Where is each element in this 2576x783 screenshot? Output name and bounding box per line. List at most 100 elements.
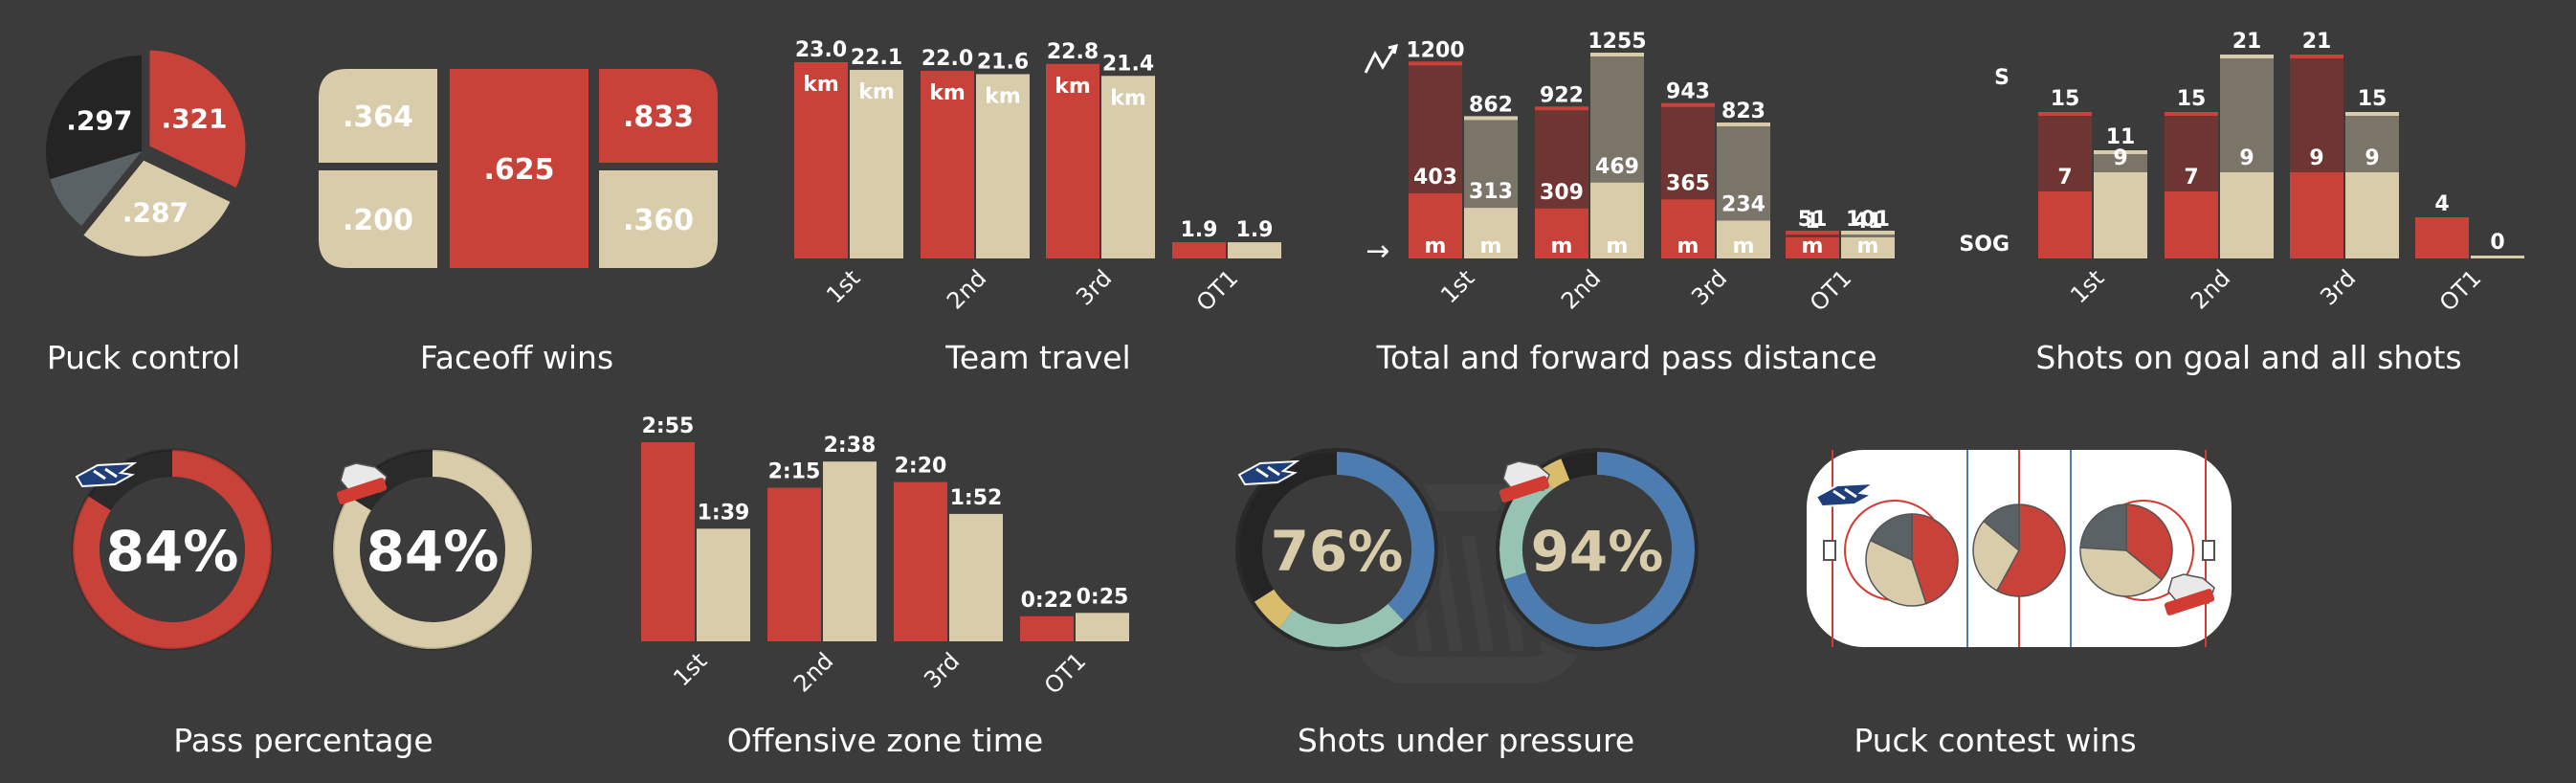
pass-unit-3-0: m	[1802, 235, 1824, 258]
pass-unit-1-0: m	[1551, 235, 1573, 258]
pass-arrow-icon	[1364, 43, 1399, 74]
pass-total-cap-3-1	[1841, 231, 1895, 235]
puck-control-slice-1	[83, 160, 231, 257]
pass-forward-bar-3-0	[1786, 237, 1839, 258]
pass-forward-bar-1-1	[1590, 182, 1644, 258]
ozone-bar-1-0	[767, 487, 821, 641]
ozone-bar-2-0	[894, 481, 947, 641]
pass-forward-value-3-1: 41	[1854, 210, 1883, 234]
shots-sog-bar-1-1	[2220, 172, 2274, 258]
ozone-tick-2: 3rd	[919, 647, 965, 693]
pressure-seg-0-1	[1279, 603, 1404, 647]
shots-sog-value-0-1: 9	[2113, 146, 2127, 170]
ozone-bar-0-1	[697, 528, 750, 641]
faceoff-label-0: .364	[343, 101, 413, 134]
icetigers-logo-1	[336, 462, 388, 504]
shots-all-cap-0-0	[2038, 112, 2092, 116]
contest-pie-0-slice-2	[1869, 513, 1913, 562]
team-travel-bar-3-1	[1228, 242, 1281, 258]
pass-ring-arc-0	[73, 450, 272, 649]
shots-all-cap-3-0	[2415, 217, 2469, 221]
faceoff-cell-2	[450, 69, 588, 268]
contest-pie-2-slice-1	[2079, 547, 2164, 597]
pass-ring-edge-1	[331, 448, 534, 651]
pass-total-cap-3-0	[1786, 231, 1839, 235]
ozone-tick-3: OT1	[1039, 647, 1091, 699]
pass-total-value-1-1: 1255	[1588, 30, 1646, 54]
pass-ring-edge-0	[71, 448, 274, 651]
pass-total-value-3-0: 51	[1798, 208, 1828, 232]
puck-control-label-3: .297	[66, 104, 132, 136]
wild-wings-logo-shape	[1237, 459, 1300, 486]
pass-unit-3-1: m	[1857, 235, 1879, 258]
shots-sog-bar-3-0	[2415, 220, 2469, 258]
caption-puck-contest-wins: Puck contest wins	[1854, 722, 2136, 759]
pass-forward-bar-0-1	[1464, 208, 1518, 258]
team-travel-bar-1-1	[976, 74, 1030, 258]
wild-wings-logo-mark	[1255, 465, 1280, 479]
pressure-seg-0-0	[1336, 452, 1434, 621]
pass-ring-label-1: 84%	[366, 519, 500, 584]
team-travel-value-0-1: 22.1	[851, 46, 902, 70]
pass-forward-bar-2-0	[1661, 199, 1715, 258]
contest-pie-2-slice-2	[2079, 503, 2127, 551]
puck-control-slice-2	[50, 151, 142, 226]
shots-all-value-0-0: 15	[2051, 87, 2080, 111]
team-travel-tick-3: OT1	[1191, 264, 1243, 316]
wild-wings-logo-rink	[1814, 481, 1877, 508]
pressure-label-0: 76%	[1271, 519, 1404, 584]
puck-control-slice-3	[46, 56, 142, 180]
pass-total-cap-1-0	[1535, 106, 1588, 111]
rink-goal-left	[1823, 540, 1836, 561]
team-travel-unit-2-1: km	[1110, 86, 1146, 110]
caption-offensive-zone-time: Offensive zone time	[727, 722, 1043, 759]
team-travel-value-0-0: 23.0	[795, 38, 847, 62]
caption-faceoff-wins: Faceoff wins	[420, 339, 613, 376]
caption-puck-control: Puck control	[47, 339, 240, 376]
ozone-value-3-1: 0:25	[1077, 585, 1129, 609]
shots-tick-1: 2nd	[2186, 264, 2235, 314]
pass-forward-bar-2-1	[1717, 220, 1770, 258]
team-travel-unit-2-0: km	[1055, 75, 1091, 99]
shots-all-cap-0-1	[2094, 150, 2147, 154]
contest-pie-0-slice-0	[1911, 513, 1959, 605]
goal-net-line-2	[1461, 534, 1494, 653]
shots-legend-s: S	[1994, 66, 2010, 90]
wild-wings-logo-mark	[93, 467, 118, 481]
pass-forward-value-2-0: 365	[1666, 171, 1710, 195]
shots-all-cap-2-1	[2345, 112, 2399, 116]
pass-ring-label-0: 84%	[106, 519, 239, 584]
faceoff-label-2: .625	[483, 153, 554, 187]
shots-all-cap-2-0	[2290, 55, 2343, 58]
team-travel-value-3-1: 1.9	[1236, 218, 1274, 242]
shots-legend-sog: SOG	[1959, 233, 2010, 257]
pressure-seg-1-0	[1503, 452, 1695, 647]
team-travel-tick-2: 3rd	[1071, 264, 1117, 310]
pass-unit-1-1: m	[1607, 235, 1629, 258]
pass-tick-2: 3rd	[1686, 264, 1732, 310]
pressure-seg-0-2	[1254, 589, 1294, 629]
ozone-bar-2-1	[949, 513, 1003, 641]
shots-all-bar-3-1	[2471, 256, 2524, 258]
team-travel-bar-0-0	[794, 62, 848, 258]
team-travel-bar-0-1	[850, 70, 903, 259]
pass-ring-arc-1	[333, 450, 532, 649]
caption-team-travel: Team travel	[944, 339, 1130, 376]
pass-total-cap-1-1	[1590, 53, 1644, 56]
pressure-label-1: 94%	[1531, 519, 1664, 584]
pass-forward-value-0-1: 313	[1469, 180, 1513, 204]
shots-all-value-0-1: 11	[2106, 125, 2136, 149]
wild-wings-logo-shape	[75, 461, 138, 488]
wild-wings-logo-mark	[1832, 487, 1857, 501]
icetigers-logo-pressure-1	[1499, 460, 1550, 503]
icetigers-logo-banner	[2164, 589, 2215, 615]
caption-shots-under-pressure: Shots under pressure	[1298, 722, 1634, 759]
icetigers-logo-rink	[2164, 573, 2215, 615]
pass-forward-value-1-0: 309	[1540, 181, 1584, 205]
pass-arrow-icon-head	[1388, 43, 1399, 55]
ozone-bar-1-1	[823, 461, 877, 641]
team-travel-bar-1-0	[921, 70, 974, 258]
contest-pie-0-slice-1	[1865, 539, 1927, 607]
ozone-tick-0: 1st	[668, 647, 712, 691]
ozone-value-2-1: 1:52	[950, 486, 1003, 510]
